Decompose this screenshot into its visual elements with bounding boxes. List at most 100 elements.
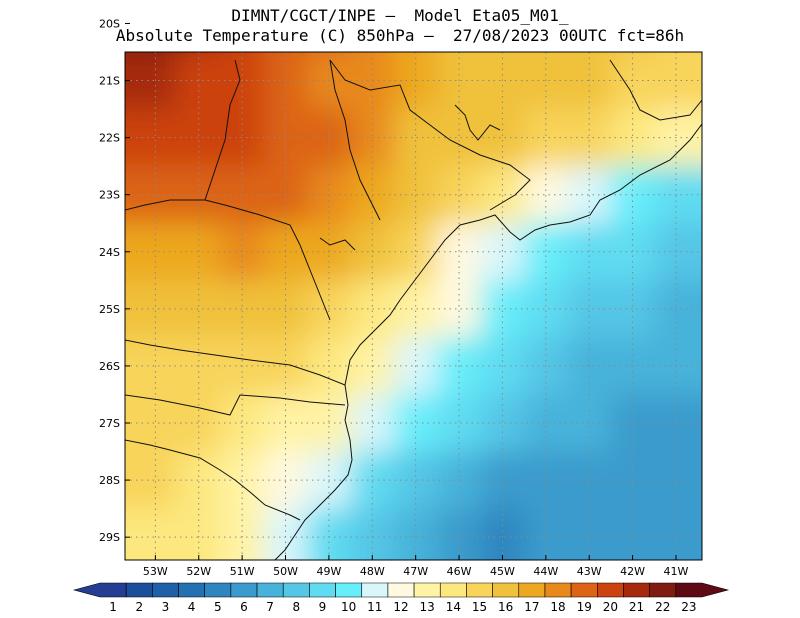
temperature-cell: [524, 223, 570, 283]
temperature-cell: [350, 394, 396, 454]
temperature-cell: [654, 52, 702, 112]
temperature-cell: [480, 166, 527, 226]
temperature-cell: [125, 508, 179, 560]
colorbar-label: 16: [498, 600, 513, 614]
temperature-cell: [220, 508, 266, 560]
temperature-cell: [393, 109, 440, 169]
state-border-7: [125, 439, 301, 521]
temperature-cell: [220, 337, 266, 397]
temperature-cell: [393, 223, 440, 283]
temperature-cell: [263, 223, 310, 283]
temperature-cell: [307, 508, 353, 560]
colorbar-label: 23: [681, 600, 696, 614]
lake-2: [319, 237, 356, 251]
colorbar-label: 19: [577, 600, 592, 614]
colorbar-label: 18: [550, 600, 565, 614]
lat-label: 28S: [99, 474, 120, 487]
colorbar-label: 21: [629, 600, 644, 614]
temperature-cell: [654, 394, 702, 454]
temperature-cell: [567, 508, 613, 560]
colorbar-segment: [492, 582, 520, 598]
plot-frame: [124, 51, 703, 561]
temperature-cell: [263, 337, 310, 397]
temperature-cell: [350, 451, 396, 511]
temperature-cell: [437, 109, 483, 169]
temperature-cell: [393, 394, 440, 454]
colorbar-segment: [544, 582, 572, 598]
temperature-cell: [307, 109, 353, 169]
temperature-cell: [263, 109, 310, 169]
temperature-cell: [567, 280, 613, 340]
colorbar-label: 7: [266, 600, 274, 614]
colorbar-label: 10: [341, 600, 356, 614]
temperature-cell: [567, 394, 613, 454]
temperature-cell: [220, 280, 266, 340]
temperature-cell: [220, 451, 266, 511]
temperature-cell: [125, 166, 179, 226]
colorbar-segment: [466, 582, 493, 598]
colorbar-segment: [361, 582, 389, 598]
lon-label: 52W: [186, 565, 211, 578]
temperature-cell: [610, 451, 657, 511]
temperature-cell: [125, 451, 179, 511]
temperature-cell: [177, 280, 223, 340]
temperature-cell: [610, 223, 657, 283]
temperature-cell: [437, 223, 483, 283]
temperature-cell: [437, 280, 483, 340]
temperature-cell: [480, 109, 527, 169]
state-border-6: [125, 394, 346, 416]
colorbar-segment: [675, 582, 730, 598]
temperature-cell: [610, 280, 657, 340]
temperature-cell: [125, 223, 179, 283]
colorbar-segment: [309, 582, 336, 598]
temperature-cell: [307, 166, 353, 226]
colorbar-label: 22: [655, 600, 670, 614]
temperature-field: [125, 52, 702, 560]
colorbar-label: 20: [603, 600, 618, 614]
colorbar-label: 14: [446, 600, 461, 614]
temperature-cell: [480, 337, 527, 397]
temperature-cell: [350, 223, 396, 283]
lat-label: 20S: [99, 17, 120, 30]
temperature-cell: [177, 223, 223, 283]
temperature-cell: [524, 52, 570, 112]
colorbar-segment: [72, 582, 127, 598]
temperature-cell: [393, 508, 440, 560]
colorbar-segment: [570, 582, 598, 598]
lon-label: 48W: [360, 565, 385, 578]
title-line-1: DIMNT/CGCT/INPE – Model Eta05_M01_: [231, 6, 569, 25]
grid-lines: [125, 52, 702, 560]
temperature-cell: [567, 166, 613, 226]
colorbar-label: 17: [524, 600, 539, 614]
colorbar-segment: [204, 582, 232, 598]
temperature-cell: [610, 52, 657, 112]
temperature-cell: [307, 451, 353, 511]
temperature-cell: [177, 52, 223, 112]
colorbar-segment: [125, 582, 153, 598]
lon-label: 44W: [533, 565, 558, 578]
colorbar-segment: [282, 582, 310, 598]
colorbar-label: 4: [188, 600, 196, 614]
temperature-cell: [350, 337, 396, 397]
temperature-cell: [220, 394, 266, 454]
temperature-cell: [125, 109, 179, 169]
temperature-cell: [263, 508, 310, 560]
colorbar-label: 2: [135, 600, 143, 614]
coastline-and-borders: [125, 59, 702, 560]
colorbar-segment: [178, 582, 205, 598]
temperature-cell: [437, 337, 483, 397]
colorbar-segment: [152, 582, 179, 598]
temperature-cell: [524, 337, 570, 397]
colorbar-segment: [518, 582, 546, 598]
temperature-cell: [393, 451, 440, 511]
colorbar-labels: 1 2 3 4 5 6 7 8 9 10 11 12 13 14 15 16 17 18 19 20 21 22 23: [109, 600, 696, 614]
temperature-cell: [437, 508, 483, 560]
temperature-cell: [524, 508, 570, 560]
temperature-cell: [610, 394, 657, 454]
temperature-cell: [263, 451, 310, 511]
state-border-1: [609, 59, 702, 121]
lon-label: 45W: [490, 565, 515, 578]
temperature-cell: [654, 280, 702, 340]
temperature-cell: [654, 508, 702, 560]
